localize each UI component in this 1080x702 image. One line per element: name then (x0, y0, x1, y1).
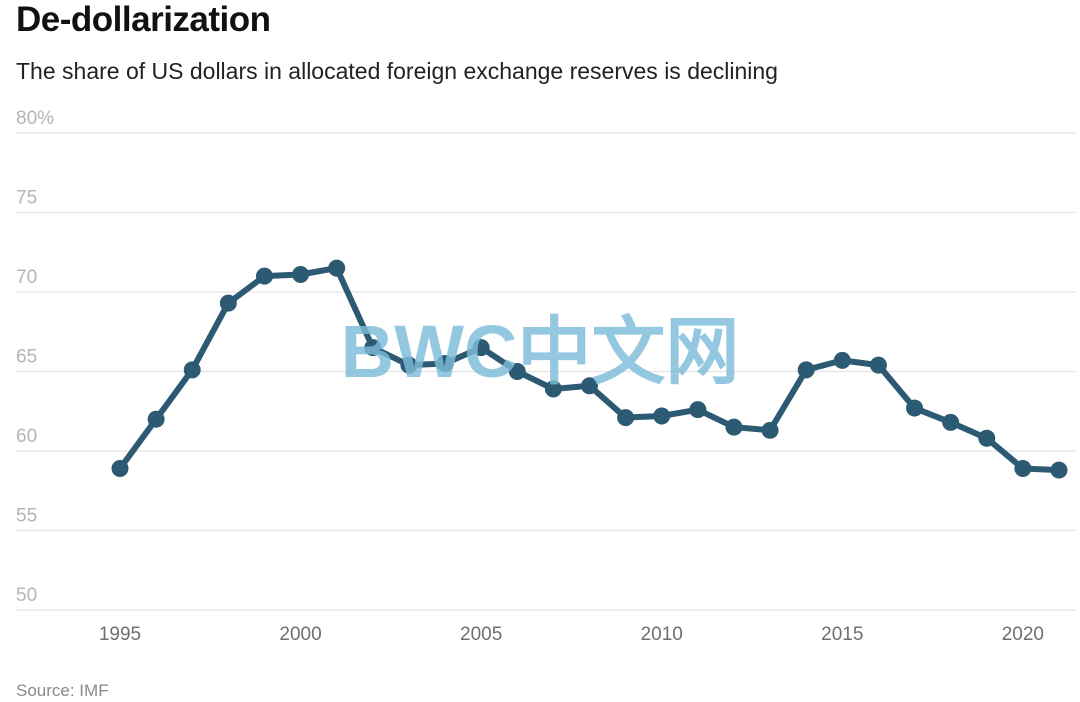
data-point (617, 409, 635, 427)
data-point (833, 351, 851, 369)
data-point (219, 294, 237, 312)
data-point (364, 339, 382, 357)
data-point (400, 356, 418, 374)
data-point (1014, 459, 1032, 477)
data-point (436, 355, 454, 373)
data-point (869, 356, 887, 374)
data-point (544, 380, 562, 398)
gridlines (16, 132, 1076, 611)
y-tick-label: 70 (16, 267, 37, 288)
source-note: Source: IMF (16, 681, 109, 700)
data-point (147, 410, 165, 428)
y-axis-ticks: 50 55 60 65 70 75 80% (16, 108, 54, 606)
y-tick-label: 65 (16, 347, 37, 368)
data-point (761, 421, 779, 439)
chart-subtitle: The share of US dollars in allocated for… (16, 58, 778, 84)
x-tick-label: 1995 (99, 624, 141, 645)
data-point (653, 407, 671, 425)
data-point (581, 377, 598, 395)
series-points (111, 259, 1068, 479)
data-point (725, 418, 743, 436)
chart-title: De-dollarization (16, 0, 271, 39)
data-point (942, 413, 960, 431)
data-point (906, 399, 924, 417)
data-point (1050, 461, 1068, 479)
x-tick-label: 2015 (821, 624, 863, 645)
data-point (183, 361, 201, 379)
y-tick-label: 60 (16, 426, 37, 447)
data-point (689, 401, 707, 419)
data-point (328, 259, 346, 277)
data-point (255, 267, 273, 285)
x-tick-label: 2000 (279, 624, 321, 645)
data-point (292, 266, 310, 284)
data-point (111, 459, 129, 477)
watermark-text: BWC中文网 (341, 310, 740, 393)
x-tick-label: 2020 (1002, 624, 1044, 645)
data-point (797, 361, 815, 379)
x-axis-ticks: 1995 2000 2005 2010 2015 2020 (99, 624, 1044, 645)
x-tick-label: 2010 (641, 624, 683, 645)
y-tick-label: 55 (16, 506, 37, 527)
y-tick-label: 80% (16, 108, 54, 129)
x-tick-label: 2005 (460, 624, 502, 645)
data-point (978, 429, 996, 447)
data-point (472, 339, 490, 357)
y-tick-label: 75 (16, 188, 37, 209)
data-point (508, 363, 526, 380)
y-tick-label: 50 (16, 585, 37, 606)
